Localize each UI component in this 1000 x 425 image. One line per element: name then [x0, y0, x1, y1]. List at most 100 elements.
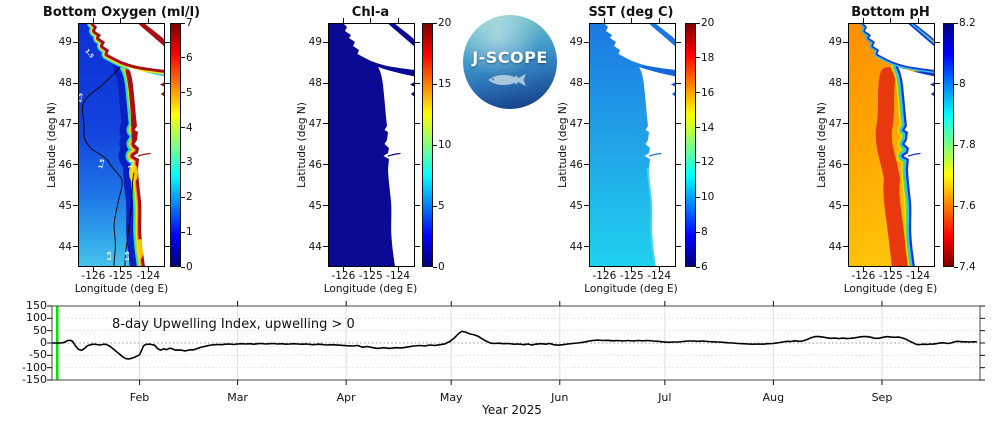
- lat-tick-label: 48: [308, 77, 322, 90]
- lat-tick-label: 45: [58, 199, 72, 212]
- lat-tick-mark: [323, 246, 328, 248]
- contour-label: 1.5: [128, 159, 136, 170]
- x-axis-label-oxygen: Longitude (deg E): [74, 283, 169, 295]
- colorbar-tick-label: 8.2: [959, 17, 976, 29]
- lat-tick-mark: [415, 82, 420, 84]
- month-tick-label: Mar: [227, 391, 248, 404]
- lon-tick-mark: [147, 18, 149, 23]
- lon-tick-mark: [370, 267, 372, 272]
- lat-tick-mark: [935, 41, 940, 43]
- lon-tick-label: -126: [331, 270, 356, 282]
- x-axis-label-year: Year 2025: [482, 403, 542, 417]
- lat-tick-mark: [415, 246, 420, 248]
- lat-tick-mark: [584, 82, 589, 84]
- lon-tick-mark: [120, 18, 122, 23]
- colorbar-tick-mark: [433, 205, 437, 207]
- lat-tick-mark: [323, 205, 328, 207]
- colorbar-chl-a: [422, 23, 433, 267]
- lon-tick-label: -125: [619, 270, 644, 282]
- lat-tick-label: 46: [58, 158, 72, 171]
- colorbar-sst: [685, 23, 696, 267]
- colorbar-tick-label: 7.6: [959, 200, 976, 212]
- colorbar-tick-mark: [696, 127, 700, 129]
- lat-tick-label: 45: [828, 199, 842, 212]
- lat-tick-label: 47: [569, 117, 583, 130]
- y-axis-label-chl: Latitude (deg N): [296, 102, 308, 188]
- lat-tick-mark: [73, 82, 78, 84]
- map-bottom-ph: [848, 23, 935, 267]
- colorbar-tick-label: 0: [186, 261, 193, 273]
- lat-tick-mark: [935, 205, 940, 207]
- month-tick-label: Feb: [129, 391, 150, 404]
- panel-title-bottom-oxygen: Bottom Oxygen (ml/l): [42, 5, 201, 20]
- colorbar-tick-mark: [181, 161, 185, 163]
- colorbar-tick-mark: [696, 231, 700, 233]
- lat-tick-mark: [165, 164, 170, 166]
- lon-tick-label: -126: [851, 270, 876, 282]
- lon-tick-mark: [397, 267, 399, 272]
- lat-tick-mark: [73, 41, 78, 43]
- logo-text: J-SCOPE: [472, 48, 548, 67]
- colorbar-tick-mark: [954, 83, 958, 85]
- lon-tick-mark: [342, 18, 344, 23]
- colorbar-tick-label: 10: [438, 139, 452, 151]
- lat-tick-mark: [323, 41, 328, 43]
- colorbar-tick-label: 5: [186, 86, 193, 99]
- lat-tick-mark: [165, 205, 170, 207]
- colorbar-tick-label: 3: [186, 156, 193, 169]
- colorbar-bottom-ph: [943, 23, 954, 267]
- contour-label: 1.5: [125, 251, 131, 261]
- colorbar-tick-label: 15: [438, 78, 452, 90]
- colorbar-tick-mark: [433, 22, 437, 24]
- colorbar-tick-label: 4: [186, 121, 193, 134]
- lon-tick-mark: [147, 267, 149, 272]
- lat-tick-mark: [676, 123, 681, 125]
- lat-tick-label: 45: [308, 199, 322, 212]
- lon-tick-mark: [603, 267, 605, 272]
- y-tick-label: -150: [22, 373, 47, 386]
- lon-tick-label: -125: [878, 270, 903, 282]
- lon-tick-mark: [92, 18, 94, 23]
- lat-tick-mark: [843, 205, 848, 207]
- upwelling-index-chart: [47, 301, 985, 385]
- lat-tick-mark: [935, 246, 940, 248]
- month-tick-label: Jun: [551, 391, 569, 404]
- lat-tick-label: 49: [828, 36, 842, 49]
- month-tick-label: Jul: [658, 391, 672, 404]
- lat-tick-label: 44: [58, 240, 72, 253]
- lat-tick-mark: [165, 123, 170, 125]
- lon-tick-label: -125: [358, 270, 383, 282]
- lat-tick-mark: [676, 246, 681, 248]
- colorbar-tick-mark: [696, 57, 700, 59]
- lat-tick-mark: [843, 164, 848, 166]
- lat-tick-mark: [676, 164, 681, 166]
- colorbar-tick-label: 1: [186, 226, 193, 239]
- lon-tick-mark: [862, 18, 864, 23]
- lon-tick-mark: [603, 18, 605, 23]
- lat-tick-mark: [843, 41, 848, 43]
- lat-tick-mark: [415, 41, 420, 43]
- panel-title-bottom-ph: Bottom pH: [851, 5, 930, 20]
- lon-tick-mark: [658, 267, 660, 272]
- colorbar-tick-label: 14: [701, 121, 715, 134]
- colorbar-tick-label: 7.4: [959, 261, 976, 273]
- colorbar-tick-mark: [954, 144, 958, 146]
- map-chl-a: [328, 23, 415, 267]
- colorbar-tick-label: 16: [701, 86, 715, 99]
- colorbar-tick-label: 8: [959, 78, 966, 90]
- colorbar-tick-mark: [181, 266, 185, 268]
- colorbar-tick-mark: [954, 22, 958, 24]
- lat-tick-mark: [415, 164, 420, 166]
- lat-tick-label: 48: [828, 77, 842, 90]
- lat-tick-mark: [73, 205, 78, 207]
- lat-tick-label: 46: [828, 158, 842, 171]
- y-tick-label: -100: [22, 360, 47, 374]
- lat-tick-mark: [165, 82, 170, 84]
- colorbar-tick-mark: [954, 266, 958, 268]
- contour-label: 1.5: [98, 158, 106, 169]
- lat-tick-mark: [73, 123, 78, 125]
- lat-tick-mark: [935, 123, 940, 125]
- x-axis-label-sst: Longitude (deg E): [584, 283, 678, 295]
- colorbar-tick-mark: [954, 205, 958, 207]
